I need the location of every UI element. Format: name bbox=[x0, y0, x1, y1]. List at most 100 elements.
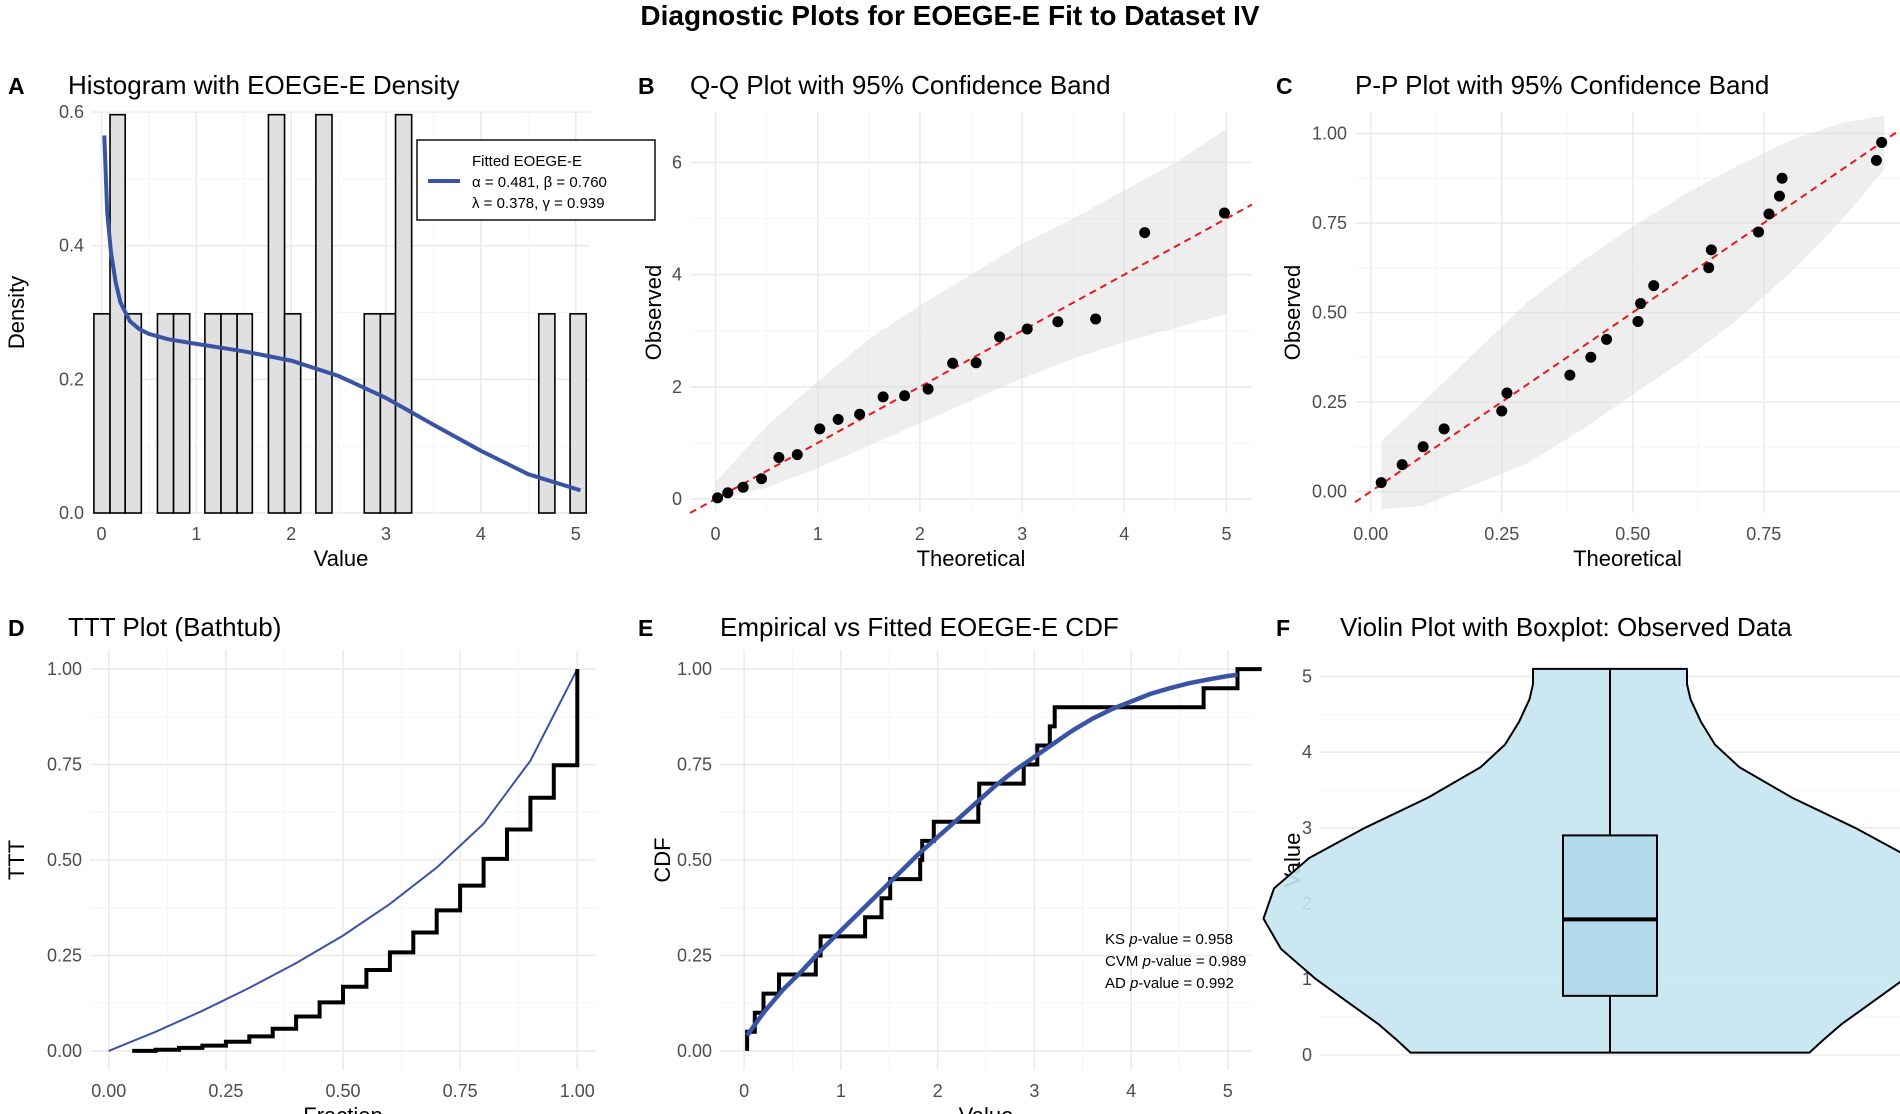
histogram-bar bbox=[537, 313, 556, 514]
y-tick-label: 0.25 bbox=[1312, 392, 1347, 412]
panel-letter-d: D bbox=[8, 615, 25, 641]
qq-point bbox=[814, 423, 826, 435]
histogram-bar bbox=[569, 313, 588, 514]
pp-point bbox=[1876, 136, 1888, 148]
y-tick-label: 0.2 bbox=[59, 369, 84, 389]
x-tick-label: 1.00 bbox=[560, 1081, 595, 1101]
panel-title-e: Empirical vs Fitted EOEGE-E CDF bbox=[720, 612, 1119, 642]
x-tick-label: 0.50 bbox=[1615, 524, 1650, 544]
panel-a: A Histogram with EOEGE-E Density 0.0 0.2 0.4… bbox=[4, 70, 656, 571]
x-tick-label: 4 bbox=[1119, 524, 1129, 544]
panel-e: E Empirical vs Fitted EOEGE-E CDF 0.00 0.25… bbox=[638, 612, 1262, 1114]
y-tick-label: 0.50 bbox=[1312, 303, 1347, 323]
y-axis-label: CDF bbox=[650, 837, 675, 882]
confidence-band bbox=[715, 128, 1227, 500]
histogram-bar bbox=[363, 313, 382, 514]
y-tick-label: 0.0 bbox=[59, 503, 84, 523]
legend-params-1: α = 0.481, β = 0.760 bbox=[472, 174, 607, 191]
qq-point bbox=[854, 408, 866, 420]
x-tick-label: 4 bbox=[1126, 1081, 1136, 1101]
histogram-bar bbox=[172, 313, 191, 514]
qq-point bbox=[1052, 316, 1064, 328]
panel-title-d: TTT Plot (Bathtub) bbox=[68, 612, 281, 642]
x-axis-label: Fraction bbox=[303, 1103, 382, 1114]
qq-point bbox=[737, 481, 749, 493]
x-tick-label: 0.25 bbox=[208, 1081, 243, 1101]
qq-points bbox=[712, 207, 1230, 504]
y-axis-label: Observed bbox=[1280, 265, 1305, 360]
y-tick-label: 1.00 bbox=[1312, 123, 1347, 143]
x-axis-label: Theoretical bbox=[917, 546, 1026, 571]
x-tick-label: 2 bbox=[286, 524, 296, 544]
legend-params-2: λ = 0.378, γ = 0.939 bbox=[472, 195, 605, 212]
legend: Fitted EOEGE-E α = 0.481, β = 0.760 λ = 0.… bbox=[416, 139, 656, 221]
y-tick-label: 1 bbox=[1302, 969, 1312, 989]
y-tick-label: 0 bbox=[672, 489, 682, 509]
histogram-bar bbox=[394, 113, 413, 514]
panel-d: D TTT Plot (Bathtub) 0.00 0.25 0.50 0.75 1.00 0… bbox=[4, 612, 596, 1114]
grid-d bbox=[90, 650, 596, 1070]
empirical-cdf-step bbox=[745, 667, 1262, 1051]
histogram-bar bbox=[283, 313, 302, 514]
x-tick-label: 5 bbox=[1221, 524, 1231, 544]
x-tick-label: 0 bbox=[739, 1081, 749, 1101]
qq-point bbox=[722, 487, 734, 499]
histogram-bar bbox=[124, 313, 143, 514]
figure-title: Diagnostic Plots for EOEGE-E Fit to Data… bbox=[640, 0, 1260, 31]
x-tick-label: 4 bbox=[476, 524, 486, 544]
qq-point bbox=[791, 449, 803, 461]
y-tick-label: 4 bbox=[1302, 742, 1312, 762]
x-tick-label: 0 bbox=[711, 524, 721, 544]
pp-point bbox=[1870, 154, 1882, 166]
panel-letter-c: C bbox=[1276, 73, 1293, 99]
pp-point bbox=[1776, 172, 1788, 184]
histogram-bars bbox=[93, 113, 588, 514]
pp-point bbox=[1501, 387, 1513, 399]
qq-point bbox=[947, 357, 959, 369]
y-tick-label: 0.75 bbox=[1312, 213, 1347, 233]
qq-point bbox=[994, 331, 1006, 343]
panel-letter-f: F bbox=[1276, 615, 1290, 641]
pp-point bbox=[1773, 190, 1785, 202]
x-tick-label: 0 bbox=[96, 524, 106, 544]
panel-letter-a: A bbox=[8, 73, 25, 99]
qq-point bbox=[899, 390, 911, 402]
qq-point bbox=[1218, 207, 1230, 219]
x-tick-label: 1 bbox=[836, 1081, 846, 1101]
y-axis-label: Density bbox=[4, 276, 29, 349]
pp-point bbox=[1601, 333, 1613, 345]
y-tick-label: 0.00 bbox=[1312, 482, 1347, 502]
panel-title-c: P-P Plot with 95% Confidence Band bbox=[1355, 70, 1769, 100]
x-tick-label: 0.00 bbox=[1353, 524, 1388, 544]
pp-point bbox=[1648, 280, 1660, 292]
qq-point bbox=[1090, 313, 1102, 325]
pp-point bbox=[1632, 315, 1644, 327]
histogram-bar bbox=[379, 313, 397, 514]
y-tick-label: 0.4 bbox=[59, 236, 84, 256]
panel-letter-e: E bbox=[638, 615, 653, 641]
gof-annotation: KS p-value = 0.958 bbox=[1105, 931, 1233, 948]
box bbox=[1562, 834, 1658, 997]
y-tick-label: 0.50 bbox=[47, 850, 82, 870]
panel-b: B Q-Q Plot with 95% Confidence Band 0 2 4 6 0 1… bbox=[638, 70, 1253, 571]
x-tick-label: 1 bbox=[191, 524, 201, 544]
qq-point bbox=[712, 492, 724, 504]
pp-point bbox=[1763, 208, 1775, 220]
panel-letter-b: B bbox=[638, 73, 655, 99]
panel-title-a: Histogram with EOEGE-E Density bbox=[68, 70, 460, 100]
fitted-ttt-curve bbox=[108, 668, 579, 1052]
y-tick-label: 3 bbox=[1302, 818, 1312, 838]
legend-entry: Fitted EOEGE-E bbox=[472, 153, 582, 170]
x-tick-label: 0.75 bbox=[1746, 524, 1781, 544]
pp-point bbox=[1753, 226, 1765, 238]
x-tick-label: 2 bbox=[933, 1081, 943, 1101]
y-tick-label: 2 bbox=[672, 377, 682, 397]
y-tick-label: 0.00 bbox=[677, 1041, 712, 1061]
qq-point bbox=[773, 451, 785, 463]
x-tick-label: 0.50 bbox=[325, 1081, 360, 1101]
pp-point bbox=[1396, 459, 1408, 471]
x-tick-label: 0.00 bbox=[91, 1081, 126, 1101]
histogram-bar bbox=[156, 313, 175, 514]
pp-point bbox=[1417, 441, 1429, 453]
